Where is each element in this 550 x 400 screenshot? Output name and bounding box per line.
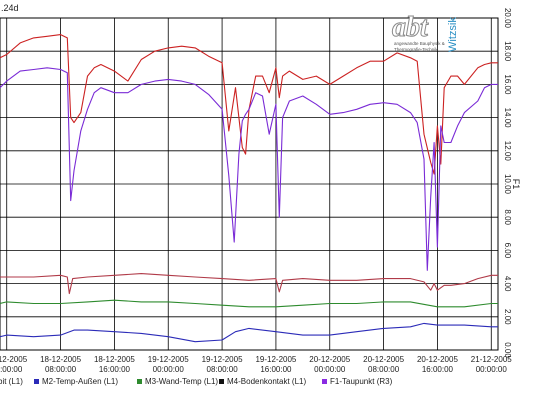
- x-tick-label-date-4: 19-12-2005: [202, 355, 243, 364]
- y-tick-label-1: 2.00: [503, 309, 512, 325]
- x-tick-label-time-6: 00:00:00: [314, 365, 346, 374]
- x-tick-label-time-8: 16:00:00: [422, 365, 454, 374]
- legend-label-3: M4-Bodenkontakt (L1): [227, 377, 306, 386]
- corner-label: .24d: [1, 3, 19, 13]
- x-tick-label-date-6: 20-12-2005: [309, 355, 350, 364]
- x-tick-label-time-7: 08:00:00: [368, 365, 400, 374]
- x-tick-label-date-5: 19-12-2005: [255, 355, 296, 364]
- legend-label-2: M3-Wand-Temp (L1): [145, 377, 218, 386]
- series-line-4: [0, 322, 498, 343]
- legend-label-4: F1-Taupunkt (R3): [330, 377, 393, 386]
- grid-lines: [0, 17, 498, 351]
- y-tick-label-10: 20.00: [503, 8, 512, 29]
- legend-label-1: M2-Temp-Außen (L1): [42, 377, 118, 386]
- logo-text: abt: [392, 12, 429, 43]
- legend-swatch-2: [137, 379, 142, 384]
- logo-subtitle-2: Thermografie-Technik: [394, 47, 438, 52]
- legend: bit (L1) M2-Temp-Außen (L1) M3-Wand-Temp (…: [0, 377, 393, 386]
- y-tick-label-5: 10.00: [503, 174, 512, 195]
- x-tick-label-time-2: 16:00:00: [99, 365, 131, 374]
- x-tick-label-date-8: 20-12-2005: [417, 355, 458, 364]
- legend-swatch-1: [34, 379, 39, 384]
- series-line-2: [0, 273, 498, 295]
- y-tick-label-9: 18.00: [503, 41, 512, 62]
- x-tick-label-date-3: 19-12-2005: [148, 355, 189, 364]
- right-axis-label: F1: [511, 179, 521, 190]
- x-tick-label-time-4: 08:00:00: [207, 365, 239, 374]
- y-tick-label-4: 8.00: [503, 209, 512, 225]
- series-line-3: [0, 299, 498, 308]
- y-tick-label-6: 12.00: [503, 141, 512, 162]
- y-axis-ticks: 0.00 2.00 4.00 6.00 8.00 10.00 12.00 14.00 16.00…: [503, 8, 512, 358]
- series-line-0: [0, 34, 498, 175]
- y-tick-label-3: 6.00: [503, 243, 512, 259]
- logo-vertical-text: Witzsik: [447, 17, 459, 52]
- series-group: [0, 34, 498, 343]
- x-tick-label-date-2: 18-12-2005: [94, 355, 135, 364]
- y-tick-label-0: 0.00: [503, 342, 512, 358]
- x-tick-label-date-0: 18-12-2005: [0, 355, 28, 364]
- series-line-1: [0, 67, 498, 271]
- y-tick-label-7: 14.00: [503, 108, 512, 129]
- abt-logo: abt angewandte Bauphysik & Thermografie-…: [392, 12, 460, 53]
- logo-subtitle-1: angewandte Bauphysik &: [394, 41, 445, 46]
- x-tick-label-time-3: 00:00:00: [153, 365, 185, 374]
- y-tick-label-8: 16.00: [503, 74, 512, 95]
- x-axis-ticks: 18-12-200500:00:0018-12-200508:00:0018-1…: [0, 355, 512, 374]
- x-tick-label-time-5: 16:00:00: [260, 365, 292, 374]
- x-tick-label-date-9: 21-12-2005: [471, 355, 512, 364]
- x-tick-label-date-1: 18-12-2005: [40, 355, 81, 364]
- x-tick-label-time-0: 00:00:00: [0, 365, 23, 374]
- legend-swatch-3: [219, 379, 224, 384]
- x-tick-label-time-1: 08:00:00: [45, 365, 77, 374]
- legend-swatch-4: [322, 379, 327, 384]
- y-tick-label-2: 4.00: [503, 276, 512, 292]
- x-tick-label-date-7: 20-12-2005: [363, 355, 404, 364]
- x-tick-label-time-9: 00:00:00: [476, 365, 508, 374]
- legend-label-0: bit (L1): [0, 377, 23, 386]
